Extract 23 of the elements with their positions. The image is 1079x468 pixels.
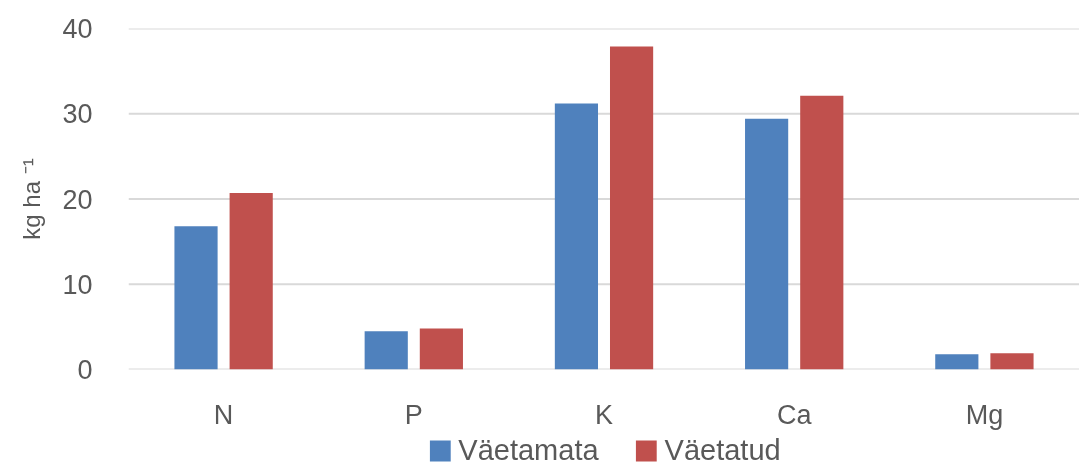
bar bbox=[800, 95, 844, 370]
bar bbox=[990, 353, 1034, 370]
y-axis-title: kg ha ⁻¹ bbox=[18, 158, 46, 240]
bar bbox=[609, 46, 654, 370]
x-tick-label: Mg bbox=[965, 399, 1004, 430]
y-tick-label: 40 bbox=[62, 14, 93, 44]
y-tick-label: 10 bbox=[62, 269, 93, 300]
y-tick-label: 30 bbox=[62, 99, 93, 130]
x-tick-label: P bbox=[404, 399, 423, 430]
y-tick-label: 0 bbox=[77, 355, 93, 385]
x-tick-label: K bbox=[595, 399, 614, 430]
y-tick-label: 20 bbox=[62, 184, 93, 215]
legend-label: Väetatud bbox=[664, 433, 781, 467]
bar bbox=[419, 328, 463, 370]
bar bbox=[174, 226, 218, 370]
legend-label: Väetamata bbox=[458, 433, 599, 467]
x-tick-label: Ca bbox=[776, 399, 813, 430]
bar bbox=[554, 103, 599, 370]
x-tick-label: N bbox=[213, 399, 234, 430]
bar bbox=[745, 118, 789, 370]
bar bbox=[364, 331, 408, 370]
bar bbox=[229, 193, 273, 370]
bar bbox=[935, 354, 979, 370]
